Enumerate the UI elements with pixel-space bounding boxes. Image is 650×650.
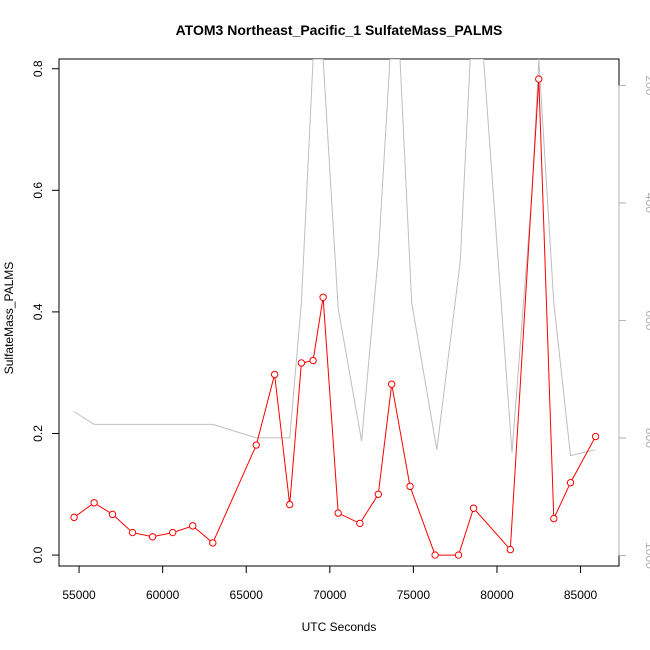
x-tick-label: 80000 [480,588,514,602]
red-series [70,75,600,559]
gray-series [73,59,596,457]
data-point [108,510,117,519]
y2-tick-label: 600 [643,310,650,330]
data-point [90,499,98,507]
x-tick-label: 65000 [230,588,264,602]
data-point [189,522,197,530]
x-axis: 55000 60000 65000 70000 75000 80000 85000 [62,565,598,602]
data-point [550,514,558,523]
data-point [309,356,317,365]
data-point [285,500,294,509]
data-point [431,551,439,559]
x-tick-label: 85000 [564,588,598,602]
data-point [506,545,515,554]
data-point [270,370,279,379]
data-point [148,533,157,541]
x-tick-label: 60000 [146,588,180,602]
y2-tick-label: 800 [643,428,650,448]
data-point [319,293,327,302]
y2-tick-label: 1000 [643,542,650,569]
y2-tick-label: 200 [643,75,650,95]
y-tick-label: 0.2 [31,425,45,442]
data-point [374,490,382,498]
x-tick-label: 55000 [62,588,96,602]
x-tick-label: 75000 [397,588,431,602]
y-axis-label: SulfateMass_PALMS [2,262,16,375]
chart-title: ATOM3 Northeast_Pacific_1 SulfateMass_PA… [176,22,503,38]
data-point [387,380,396,388]
x-tick-label: 70000 [313,588,347,602]
y-tick-label: 0.0 [31,546,45,563]
data-point [591,432,600,441]
data-point [128,528,137,537]
x-axis-label: UTC Seconds [302,620,377,634]
data-point [297,359,306,367]
data-point [469,504,478,512]
y2-tick-label: 400 [643,193,650,213]
right-y-axis: 200 400 600 800 1000 [618,75,650,569]
data-point [406,482,414,491]
data-point [566,479,575,487]
y-tick-label: 0.6 [31,182,45,199]
y-tick-label: 0.4 [31,303,45,320]
data-point [356,519,364,528]
gray-series-line [73,59,596,457]
data-point [535,75,543,83]
data-point [252,441,260,449]
data-point [334,509,342,517]
data-point [168,528,177,537]
data-point [454,551,463,559]
y-axis: 0.0 0.2 0.4 0.6 0.8 [31,60,60,563]
data-point [209,539,217,547]
data-point [70,513,78,522]
red-series-line [73,79,597,556]
y-tick-label: 0.8 [31,60,45,77]
